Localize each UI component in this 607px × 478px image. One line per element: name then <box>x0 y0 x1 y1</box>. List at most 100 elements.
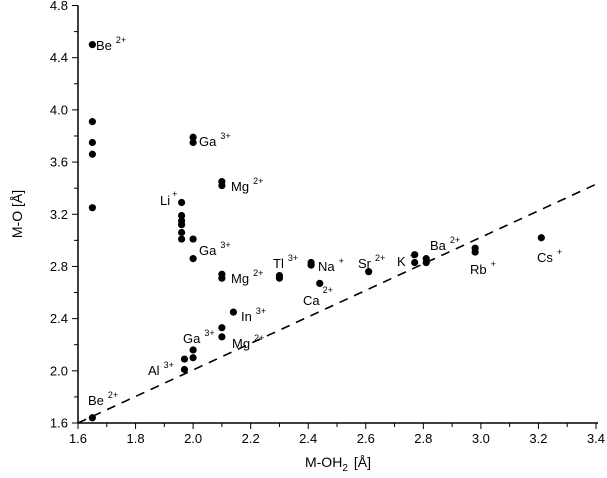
ion-label: Ga 3+ <box>199 131 231 149</box>
ion-symbol: Ca <box>303 293 320 308</box>
ion-charge: + <box>557 247 562 257</box>
ion-charge: 3+ <box>220 131 230 141</box>
ion-symbol: Ga <box>199 243 217 258</box>
ion-symbol: Ga <box>199 134 217 149</box>
ion-symbol: K <box>397 254 406 269</box>
ion-labels: Be 2+Ga 3+Mg 2+Li +Ga 3+Mg 2+Tl 3+Na +Ca2+In 3+Ga… <box>88 35 562 408</box>
ion-symbol: Na <box>318 259 335 274</box>
ion-charge: 3+ <box>220 240 230 250</box>
data-point <box>178 221 186 229</box>
data-point <box>411 258 419 267</box>
ion-charge: 2+ <box>116 35 126 45</box>
ion-symbol: Rb <box>470 262 487 277</box>
ion-symbol: Li <box>160 193 170 208</box>
data-point <box>189 255 197 263</box>
data-point <box>365 268 373 276</box>
ion-charge: 3+ <box>256 306 266 316</box>
y-tick-label: 4.0 <box>50 102 68 117</box>
ion-charge: 2+ <box>450 235 460 245</box>
x-tick-label: 3.0 <box>472 431 490 446</box>
ion-label: Tl 3+ <box>273 253 298 271</box>
ion-label: K + <box>397 251 415 269</box>
x-tick-label: 2.6 <box>357 431 375 446</box>
data-point <box>88 150 96 158</box>
x-axis-title: M-OH2 [Å] <box>305 454 371 474</box>
y-tick-label: 3.6 <box>50 155 68 170</box>
ion-label: In 3+ <box>241 306 266 324</box>
data-point <box>189 354 197 362</box>
data-point <box>189 133 197 141</box>
data-point <box>88 138 96 147</box>
y-tick-label: 3.2 <box>50 207 68 222</box>
data-point <box>275 274 284 282</box>
ion-charge: + <box>491 259 496 269</box>
data-point <box>178 235 186 243</box>
ion-label: Ba 2+ <box>430 235 460 253</box>
ion-label: Ca2+ <box>303 285 333 308</box>
ion-symbol: Sr <box>358 256 372 271</box>
ion-label: Li + <box>160 189 177 208</box>
ion-charge: + <box>339 256 344 266</box>
x-tick-label: 2.2 <box>242 431 260 446</box>
x-tick-label: 3.4 <box>587 431 605 446</box>
data-point <box>178 228 186 237</box>
x-tick-label: 2.4 <box>299 431 317 446</box>
y-tick-label: 2.8 <box>50 259 68 274</box>
ion-label: Na + <box>318 256 344 274</box>
y-axis-title: M-O [Å] <box>9 190 25 238</box>
data-point <box>189 346 197 354</box>
ion-label: Cs + <box>537 247 562 265</box>
x-tick-label: 1.8 <box>127 431 145 446</box>
axes: 1.6 1.8 2.0 2.2 2.4 2.6 2.8 3.0 3.2 3.4 1.6 2.0 2.4 2… <box>50 0 605 446</box>
ion-charge: 2+ <box>254 333 264 343</box>
plot-marks <box>77 41 597 424</box>
data-point <box>307 261 315 269</box>
y-tick-label: 4.8 <box>50 0 68 13</box>
data-point <box>88 204 96 212</box>
ion-symbol: Mg <box>231 271 249 286</box>
x-tick-label: 2.8 <box>414 431 432 446</box>
ion-symbol: Mg <box>232 336 250 351</box>
ion-label: Al 3+ <box>148 360 174 378</box>
data-point <box>189 138 197 147</box>
data-point <box>88 118 96 126</box>
x-axis-title-sub: 2 <box>342 463 348 474</box>
ion-charge: 2+ <box>108 390 118 400</box>
y-tick-label: 2.0 <box>50 363 68 378</box>
ion-symbol: Ga <box>183 331 201 346</box>
ion-symbol: Be <box>88 393 104 408</box>
x-tick-label: 1.6 <box>69 431 87 446</box>
data-point <box>88 41 96 49</box>
ion-symbol: In <box>241 309 252 324</box>
ion-label: Be 2+ <box>88 390 118 408</box>
ion-label: Ga 3+ <box>199 240 231 258</box>
data-point <box>537 234 545 242</box>
ion-label: Sr 2+ <box>358 253 385 271</box>
x-axis-title-unit: [Å] <box>354 454 371 470</box>
ion-charge: 2+ <box>253 268 263 278</box>
ion-symbol: Cs <box>537 250 553 265</box>
x-axis-title-main: M-OH <box>305 454 342 470</box>
ion-charge: + <box>172 189 177 199</box>
data-point <box>180 365 189 374</box>
data-point <box>178 198 186 207</box>
data-point <box>316 279 324 287</box>
ion-symbol: Mg <box>231 179 249 194</box>
ion-charge: + <box>410 251 415 261</box>
ion-symbol: Al <box>148 363 160 378</box>
y-tick-label: 1.6 <box>50 416 68 431</box>
ion-charge: 2+ <box>253 176 263 186</box>
ion-charge: 3+ <box>164 360 174 370</box>
x-tick-label: 2.0 <box>184 431 202 446</box>
ion-charge: 3+ <box>204 328 214 338</box>
ion-symbol: Be <box>96 38 112 53</box>
data-point <box>88 414 96 422</box>
data-point <box>218 181 226 190</box>
ion-charge: 2+ <box>375 253 385 263</box>
ion-label: Mg 2+ <box>232 333 264 351</box>
y-tick-label: 2.4 <box>50 311 68 326</box>
y-tick-label: 4.4 <box>50 50 68 65</box>
ion-label: Rb + <box>470 259 496 277</box>
ion-symbol: Tl <box>273 256 284 271</box>
